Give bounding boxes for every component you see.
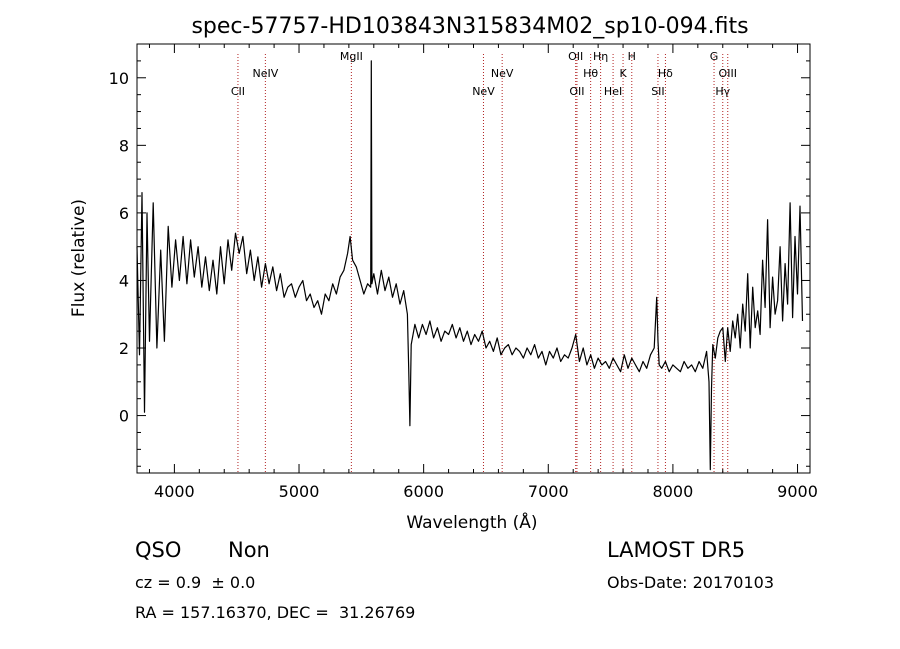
spectrum-chart: spec-57757-HD103843N315834M02_sp10-094.f… xyxy=(69,14,818,533)
y-tick-label: 0 xyxy=(119,407,129,426)
x-tick-label: 8000 xyxy=(653,482,694,501)
survey-name: LAMOST DR5 xyxy=(607,538,746,562)
y-tick-label: 4 xyxy=(119,271,129,290)
x-tick-label: 9000 xyxy=(777,482,818,501)
line-marker-label: MgII xyxy=(340,50,363,63)
observation-date: Obs-Date: 20170103 xyxy=(607,573,775,592)
spectrum-line xyxy=(136,60,804,471)
x-tick-label: 6000 xyxy=(403,482,444,501)
line-marker-label: NeV xyxy=(491,67,514,80)
line-marker-label: SII xyxy=(651,85,664,98)
y-tick-label: 2 xyxy=(119,339,129,358)
line-marker-label: OII xyxy=(569,85,584,98)
ra-dec-coordinates: RA = 157.16370, DEC = 31.26769 xyxy=(135,603,416,622)
line-marker-label: K xyxy=(619,67,627,80)
object-class: QSO xyxy=(135,538,182,562)
x-tick-label: 5000 xyxy=(279,482,320,501)
y-tick-label: 10 xyxy=(109,69,129,88)
y-tick-label: 6 xyxy=(119,204,129,223)
line-marker-label: NeIV xyxy=(252,67,278,80)
line-marker-label: CII xyxy=(231,85,245,98)
line-marker-label: OIII xyxy=(719,67,737,80)
x-axis-label: Wavelength (Å) xyxy=(406,511,537,533)
x-tick-label: 4000 xyxy=(154,482,195,501)
line-marker-label: Hη xyxy=(593,50,608,63)
line-marker-label: OII xyxy=(568,50,583,63)
y-axis-label: Flux (relative) xyxy=(69,199,89,317)
chart-title: spec-57757-HD103843N315834M02_sp10-094.f… xyxy=(191,14,748,39)
line-marker-label: Hγ xyxy=(715,85,730,98)
y-tick-label: 8 xyxy=(119,136,129,155)
line-marker-label: Hδ xyxy=(658,67,673,80)
plot-area: CIINeIVMgIINeVNeVOIIOIIHθHηHeIKHSIIHδGHγ… xyxy=(109,43,818,501)
line-marker-label: G xyxy=(710,50,719,63)
line-marker-label: HeI xyxy=(604,85,622,98)
redshift-cz: cz = 0.9 ± 0.0 xyxy=(135,573,256,592)
x-tick-label: 7000 xyxy=(528,482,569,501)
object-subclass: Non xyxy=(228,538,270,562)
line-marker-label: H xyxy=(628,50,636,63)
line-marker-label: NeV xyxy=(472,85,495,98)
line-marker-label: Hθ xyxy=(583,67,598,80)
